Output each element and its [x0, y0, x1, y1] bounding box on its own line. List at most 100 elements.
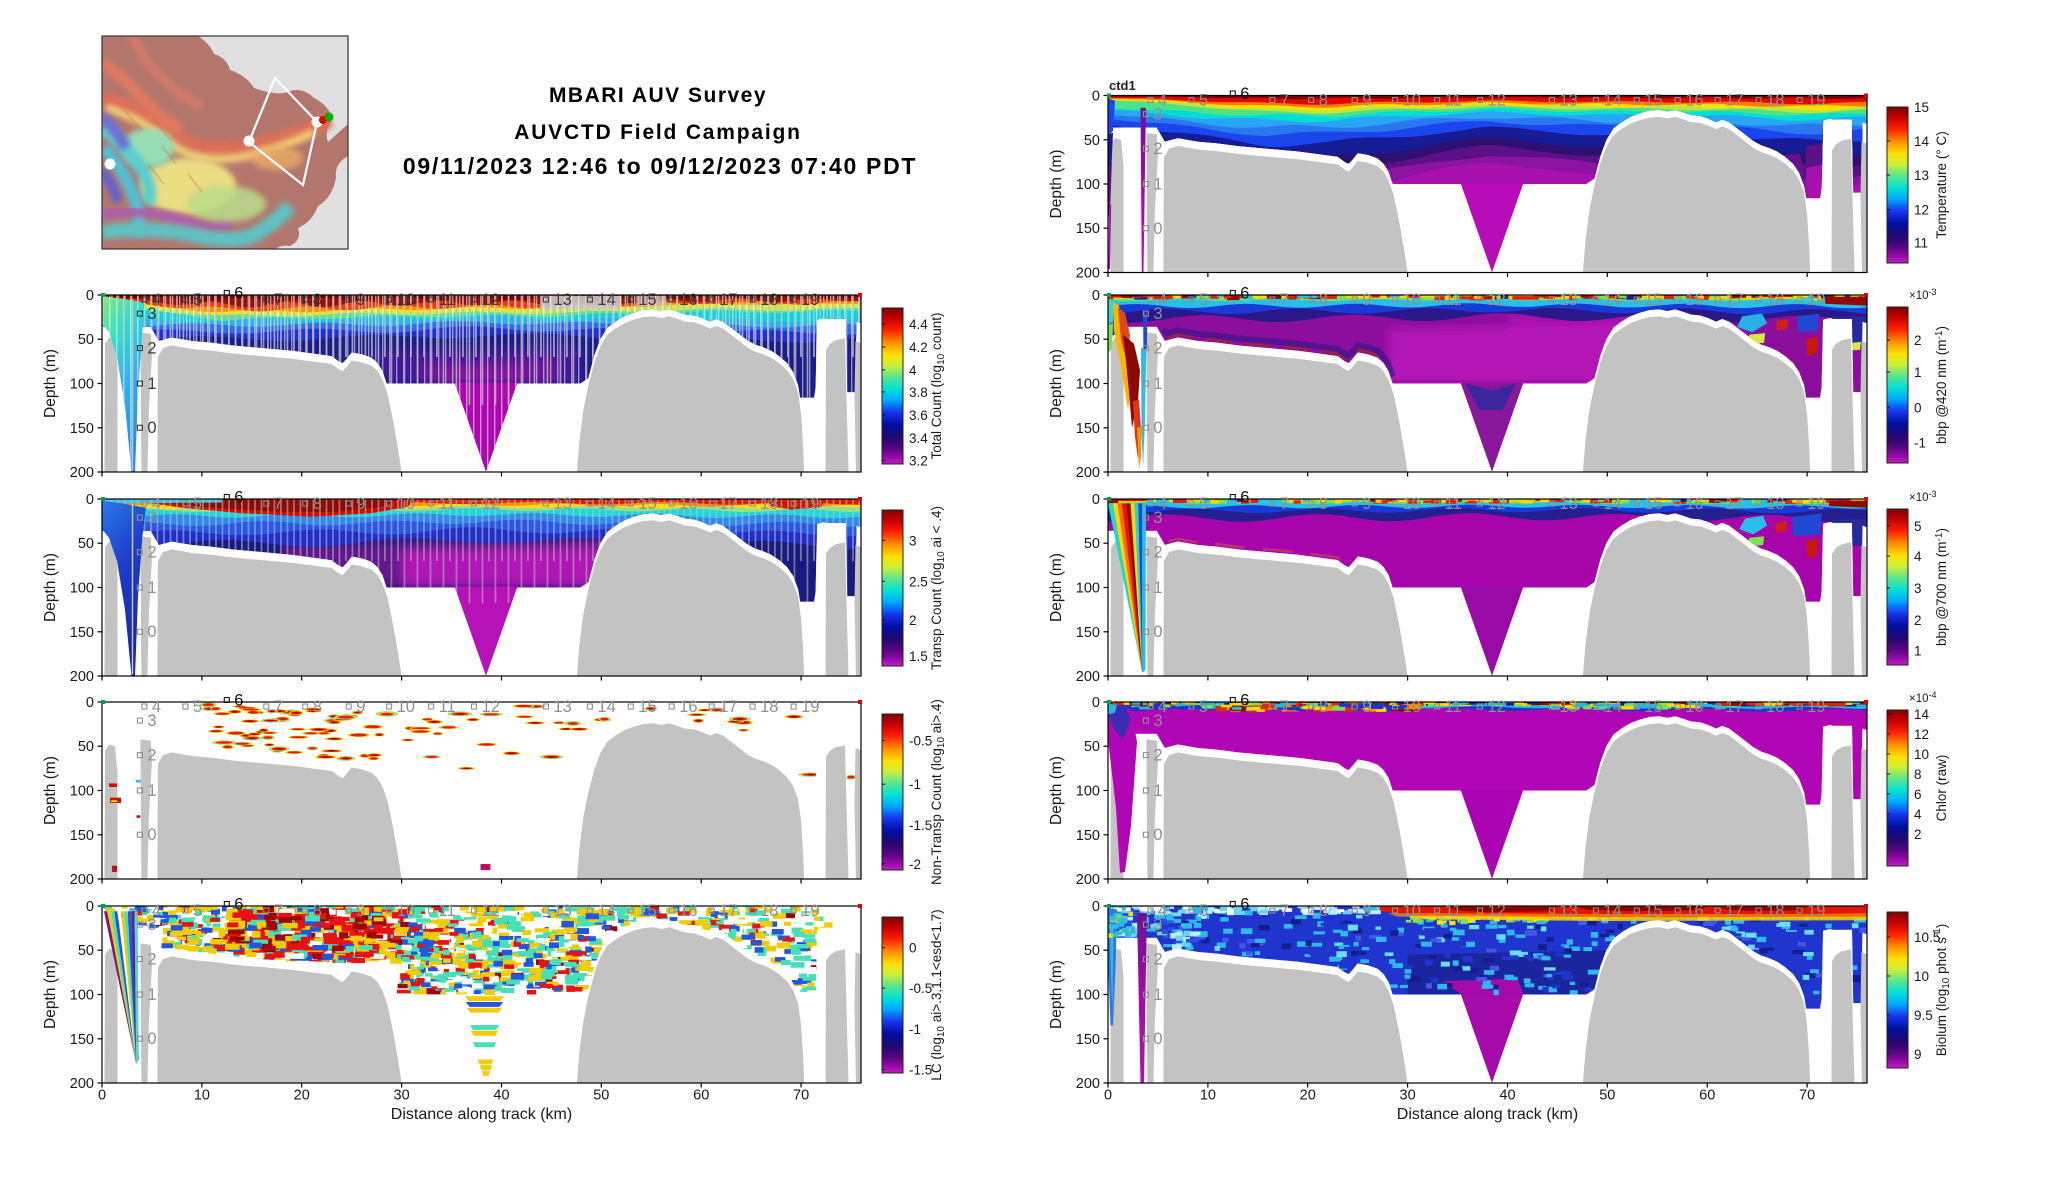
- svg-text:Depth (m): Depth (m): [42, 756, 59, 825]
- svg-text:200: 200: [1076, 1076, 1100, 1092]
- svg-text:1: 1: [1914, 365, 1922, 380]
- svg-text:150: 150: [70, 625, 94, 641]
- svg-text:100: 100: [1076, 784, 1100, 800]
- svg-text:0: 0: [1092, 89, 1100, 105]
- svg-text:4: 4: [152, 902, 161, 920]
- svg-text:Depth (m): Depth (m): [1048, 960, 1065, 1029]
- svg-text:6: 6: [234, 285, 243, 303]
- svg-text:5: 5: [193, 495, 202, 513]
- svg-text:11: 11: [1445, 291, 1462, 309]
- svg-text:-0.5: -0.5: [909, 981, 932, 996]
- svg-text:10: 10: [397, 902, 415, 920]
- svg-text:3: 3: [147, 305, 156, 323]
- svg-text:200: 200: [70, 1076, 94, 1092]
- svg-text:11: 11: [439, 698, 456, 716]
- svg-text:9: 9: [356, 698, 365, 716]
- svg-text:0: 0: [1092, 288, 1100, 304]
- svg-text:LC (log10 ai>.3,1.1<esd<1.7): LC (log10 ai>.3,1.1<esd<1.7): [929, 909, 947, 1080]
- svg-text:50: 50: [1084, 536, 1100, 552]
- svg-text:Biolum (log10 phot s-1): Biolum (log10 phot s-1): [1932, 924, 1952, 1057]
- svg-text:10: 10: [397, 495, 415, 513]
- svg-text:5: 5: [1199, 698, 1208, 716]
- svg-text:9: 9: [1362, 698, 1371, 716]
- svg-text:19: 19: [801, 495, 819, 513]
- svg-text:1.5: 1.5: [909, 649, 928, 664]
- svg-text:9: 9: [1914, 1047, 1922, 1062]
- svg-text:30: 30: [1400, 1088, 1416, 1104]
- svg-text:11: 11: [1914, 235, 1928, 250]
- svg-text:3.4: 3.4: [909, 431, 928, 446]
- svg-text:100: 100: [70, 988, 94, 1004]
- svg-text:15: 15: [638, 291, 656, 309]
- svg-text:14: 14: [1914, 134, 1930, 149]
- svg-text:12: 12: [482, 291, 500, 309]
- svg-text:12: 12: [482, 495, 500, 513]
- svg-text:-2: -2: [909, 857, 921, 872]
- svg-text:10: 10: [1403, 92, 1421, 110]
- svg-text:150: 150: [70, 828, 94, 844]
- svg-text:3: 3: [147, 509, 156, 527]
- svg-text:6: 6: [234, 896, 243, 914]
- svg-text:4: 4: [1158, 902, 1167, 920]
- svg-text:15: 15: [638, 902, 656, 920]
- svg-text:10: 10: [1403, 902, 1421, 920]
- svg-text:Depth (m): Depth (m): [42, 349, 59, 418]
- svg-text:7: 7: [1280, 698, 1289, 716]
- svg-text:12: 12: [1488, 92, 1506, 110]
- svg-text:3: 3: [1153, 712, 1162, 730]
- svg-text:ctd1: ctd1: [1109, 78, 1136, 93]
- svg-text:30: 30: [394, 1088, 410, 1104]
- svg-text:Depth (m): Depth (m): [1048, 150, 1065, 219]
- svg-text:13: 13: [1559, 698, 1577, 716]
- svg-text:11: 11: [1445, 495, 1462, 513]
- svg-text:0: 0: [86, 899, 94, 915]
- svg-text:8: 8: [313, 291, 322, 309]
- svg-text:0: 0: [147, 623, 156, 641]
- svg-text:4: 4: [1158, 698, 1167, 716]
- svg-text:3: 3: [1153, 106, 1162, 124]
- svg-text:50: 50: [1084, 332, 1100, 348]
- svg-text:5: 5: [193, 902, 202, 920]
- svg-text:0: 0: [1153, 826, 1162, 844]
- svg-text:18: 18: [1766, 495, 1784, 513]
- svg-text:18: 18: [1766, 92, 1784, 110]
- svg-text:8: 8: [1319, 495, 1328, 513]
- svg-text:Depth (m): Depth (m): [42, 553, 59, 622]
- svg-text:12: 12: [1488, 698, 1506, 716]
- svg-text:18: 18: [760, 495, 778, 513]
- svg-text:14: 14: [597, 495, 615, 513]
- svg-text:100: 100: [70, 377, 94, 393]
- svg-text:150: 150: [1076, 828, 1100, 844]
- svg-text:2: 2: [1153, 747, 1162, 765]
- svg-text:2: 2: [1153, 340, 1162, 358]
- svg-text:9: 9: [356, 902, 365, 920]
- svg-text:18: 18: [1766, 902, 1784, 920]
- svg-text:1: 1: [1153, 782, 1162, 800]
- svg-text:150: 150: [1076, 421, 1100, 437]
- svg-text:bbp @420 nm (m-1): bbp @420 nm (m-1): [1934, 326, 1949, 444]
- svg-text:0: 0: [147, 1030, 156, 1048]
- svg-text:6: 6: [1240, 489, 1249, 507]
- svg-text:3: 3: [1153, 509, 1162, 527]
- svg-text:13: 13: [1914, 168, 1929, 183]
- svg-text:5: 5: [193, 698, 202, 716]
- svg-text:15: 15: [1914, 100, 1929, 115]
- svg-text:0: 0: [1153, 623, 1162, 641]
- svg-text:12: 12: [1488, 495, 1506, 513]
- svg-text:-1: -1: [909, 777, 921, 792]
- svg-text:15: 15: [638, 495, 656, 513]
- svg-text:50: 50: [1084, 133, 1100, 149]
- svg-text:8: 8: [313, 698, 322, 716]
- svg-text:10: 10: [1914, 747, 1929, 762]
- svg-text:50: 50: [78, 943, 94, 959]
- svg-text:17: 17: [1725, 902, 1743, 920]
- svg-text:15: 15: [1644, 291, 1662, 309]
- svg-text:13: 13: [553, 291, 571, 309]
- svg-text:100: 100: [1076, 177, 1100, 193]
- svg-text:0: 0: [86, 288, 94, 304]
- svg-text:10.5: 10.5: [1914, 930, 1940, 945]
- svg-text:12: 12: [1914, 203, 1929, 218]
- svg-text:Distance along track (km): Distance along track (km): [391, 1106, 572, 1123]
- svg-text:11: 11: [1445, 92, 1462, 110]
- svg-text:7: 7: [274, 902, 283, 920]
